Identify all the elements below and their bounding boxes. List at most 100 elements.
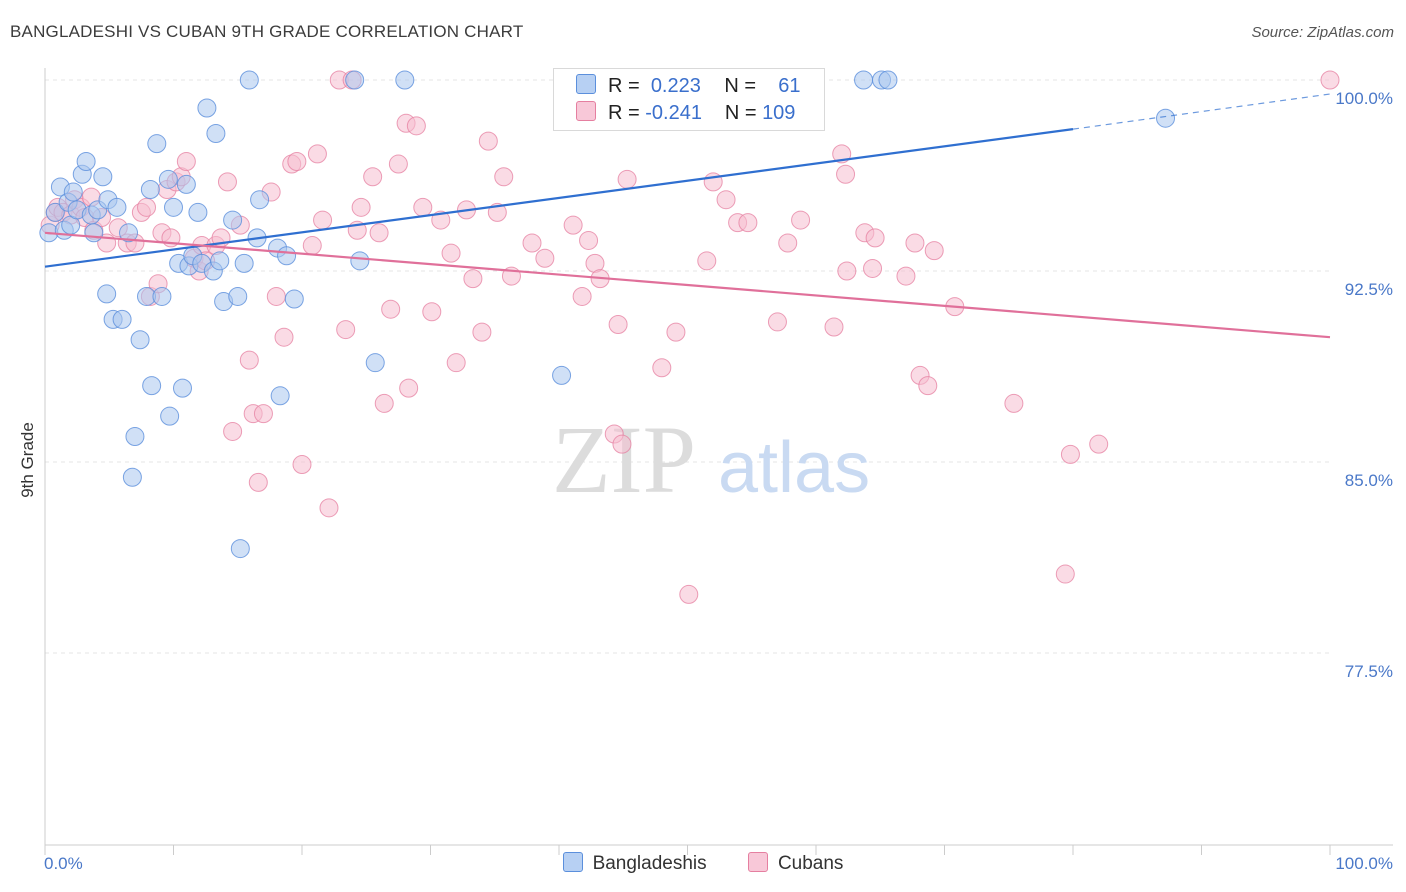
y-axis-label: 9th Grade [18,422,37,498]
trend-lines [44,93,1331,339]
cuban-point [738,213,758,233]
cuban-point [336,320,356,340]
chart-title: BANGLADESHI VS CUBAN 9TH GRADE CORRELATI… [10,22,524,41]
cuban-point [248,472,268,492]
cuban-point [563,215,583,235]
bangladeshi-point [158,169,178,189]
cuban-point [388,154,408,174]
watermark-atlas: atlas [718,428,870,508]
cuban-point [896,266,916,286]
bottom-legend-bangladeshis: Bangladeshis [562,852,707,875]
bangladeshi-trend-line [44,128,1074,268]
legend-n-label: N = [724,102,757,124]
legend-r-value: -0.241 [645,102,702,124]
cuban-point [406,116,426,136]
bangladeshi-point [223,210,243,230]
cuban-point [176,151,196,171]
cuban-point [837,261,857,281]
bangladeshi-point [345,70,365,90]
legend-n-value: 61 [778,75,801,97]
bangladeshi-point [152,286,172,306]
bangladeshi-point [878,70,898,90]
bangladeshi-point [140,180,160,200]
bangladeshi-point [350,251,370,271]
cuban-point [767,312,787,332]
axes [44,68,1393,855]
cuban-points [40,70,1340,604]
bangladeshi-point [130,330,150,350]
cuban-point [374,393,394,413]
bangladeshi-point [160,406,180,426]
cuban-point [535,248,555,268]
bangladeshi-point [84,223,104,243]
cuban-trend-line [44,231,1331,339]
cuban-point [307,144,327,164]
legend-r-label: R = [608,75,640,97]
label-cubans: Cubans [777,853,844,874]
cuban-point [1089,434,1109,454]
cuban-point [865,228,885,248]
bangladeshi-point [45,202,65,222]
cuban-point [1004,393,1024,413]
bangladeshi-point [107,197,127,217]
cuban-point [697,251,717,271]
cuban-point [319,498,339,518]
cuban-point [924,241,944,261]
bangladeshi-point [250,190,270,210]
bangladeshi-point [176,174,196,194]
bangladeshi-point [142,376,162,396]
watermark: ZIP atlas [552,406,870,513]
bangladeshi-point [239,70,259,90]
cuban-point [431,210,451,230]
swatch-bangladeshis [562,852,583,872]
bangladeshi-point [1156,108,1176,128]
cuban-point [652,358,672,378]
legend-swatch-bangladeshi [576,74,596,94]
cuban-point [612,434,632,454]
bangladeshi-point [206,123,226,143]
x-tick-label: 100.0% [1335,854,1393,873]
bangladeshi-point [365,353,385,373]
bangladeshi-point [197,98,217,118]
y-tick-label: 85.0% [1345,471,1393,490]
bangladeshi-point [284,289,304,309]
cuban-point [274,327,294,347]
cuban-point [313,210,333,230]
label-bangladeshis: Bangladeshis [592,853,707,874]
cuban-point [778,233,798,253]
bangladeshi-point [122,467,142,487]
bangladeshi-point [147,134,167,154]
cuban-point [1320,70,1340,90]
cuban-point [472,322,492,342]
y-tick-label: 100.0% [1335,89,1393,108]
cuban-point [824,317,844,337]
cuban-point [791,210,811,230]
cuban-point [666,322,686,342]
bangladeshi-point [552,365,572,385]
bangladeshi-trend-extension [1072,93,1331,130]
cuban-point [836,164,856,184]
cuban-point [381,299,401,319]
bangladeshi-point [112,309,132,329]
cuban-point [399,378,419,398]
cuban-point [441,243,461,263]
legend-n-value: 109 [762,102,796,124]
cuban-point [302,236,322,256]
legend-row-cuban: R = -0.241 N = 109 [576,101,795,127]
y-tick-label: 77.5% [1345,662,1393,681]
cuban-point [905,233,925,253]
cuban-point [422,302,442,322]
bangladeshi-point [76,151,96,171]
cuban-point [351,197,371,217]
bangladeshi-point [97,284,117,304]
cuban-point [253,404,273,424]
cuban-point [292,455,312,475]
bangladeshi-point [228,286,248,306]
bangladeshi-point [234,253,254,273]
legend-row-bangladeshi: R = 0.223 N = 61 [576,74,801,100]
cuban-point [463,269,483,289]
cuban-point [832,144,852,164]
bangladeshi-point [63,182,83,202]
source-label: Source: ZipAtlas.com [1251,24,1394,41]
watermark-zip: ZIP [552,406,696,513]
